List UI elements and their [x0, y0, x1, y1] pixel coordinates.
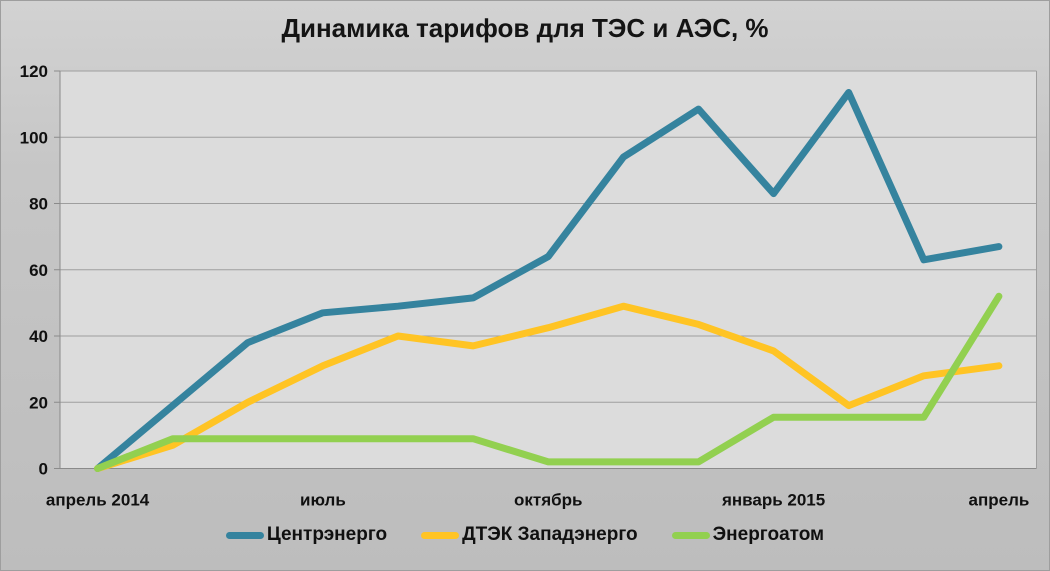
- y-axis-label: 100: [20, 128, 48, 147]
- x-axis-label: апрель: [969, 491, 1030, 510]
- legend-label: Центрэнерго: [266, 524, 388, 545]
- chart-legend: Центрэнерго ДТЭК Западэнерго Энергоатом: [1, 524, 1049, 546]
- y-axis-label: 120: [20, 62, 48, 81]
- y-axis-label: 60: [29, 261, 48, 280]
- legend-item-0: Центрэнерго: [225, 524, 388, 546]
- y-axis-label: 0: [39, 460, 48, 479]
- x-axis-label: октябрь: [514, 491, 582, 510]
- legend-label: ДТЭК Западэнерго: [462, 524, 638, 545]
- x-axis-label: апрель 2014: [46, 491, 150, 510]
- legend-item-2: Энергоатом: [671, 524, 825, 546]
- legend-item-1: ДТЭК Западэнерго: [421, 524, 638, 546]
- y-axis-label: 80: [29, 195, 48, 214]
- x-axis-label: июль: [300, 491, 346, 510]
- legend-swatch-icon: [421, 531, 460, 539]
- legend-label: Энергоатом: [712, 524, 825, 545]
- legend-swatch-icon: [225, 531, 264, 539]
- series-line-2: [94, 292, 1003, 472]
- legend-swatch-icon: [671, 531, 710, 539]
- series-line-0: [94, 89, 1003, 472]
- y-axis-label: 20: [29, 393, 48, 412]
- series-line-1: [94, 302, 1003, 472]
- y-axis-label: 40: [29, 327, 48, 346]
- x-axis-label: январь 2015: [721, 491, 825, 510]
- chart-title: Динамика тарифов для ТЭС и АЭС, %: [281, 13, 769, 43]
